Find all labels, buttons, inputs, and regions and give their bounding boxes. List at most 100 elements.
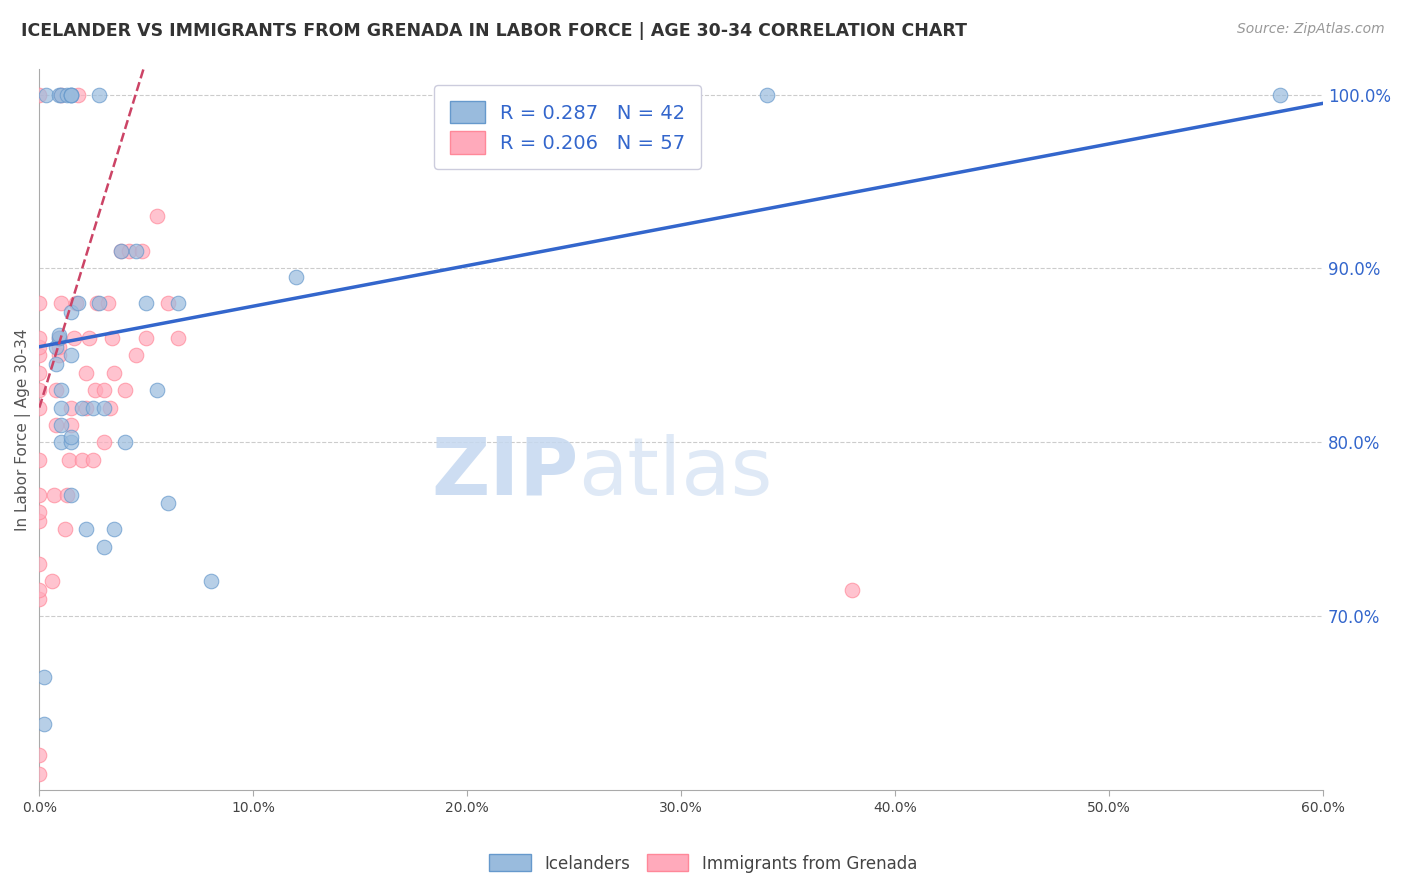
Point — [82, 401, 104, 415]
Text: Source: ZipAtlas.com: Source: ZipAtlas.com — [1237, 22, 1385, 37]
Point — [93, 383, 115, 397]
Point — [28, 557, 51, 571]
Point — [41, 574, 63, 589]
Point — [146, 383, 169, 397]
Point — [86, 296, 108, 310]
Point — [49, 401, 72, 415]
Point — [58, 452, 80, 467]
Point — [28, 591, 51, 606]
Point — [124, 244, 146, 259]
Point — [60, 435, 83, 450]
Y-axis label: In Labor Force | Age 30-34: In Labor Force | Age 30-34 — [15, 328, 31, 531]
Point — [82, 452, 104, 467]
Legend: R = 0.287   N = 42, R = 0.206   N = 57: R = 0.287 N = 42, R = 0.206 N = 57 — [434, 86, 702, 169]
Point — [32, 670, 55, 684]
Point — [156, 296, 179, 310]
Point — [62, 331, 84, 345]
Point — [285, 270, 308, 285]
Point — [49, 383, 72, 397]
Point — [70, 401, 93, 415]
Point — [89, 296, 111, 310]
Point — [28, 366, 51, 380]
Point — [48, 87, 70, 102]
Point — [49, 296, 72, 310]
Point — [28, 748, 51, 763]
Point — [98, 401, 121, 415]
Point — [45, 383, 67, 397]
Point — [103, 522, 125, 536]
Point — [60, 401, 83, 415]
Point — [75, 366, 97, 380]
Point — [93, 540, 115, 554]
Point — [53, 522, 76, 536]
Point — [118, 244, 141, 259]
Point — [48, 327, 70, 342]
Point — [28, 340, 51, 354]
Point — [167, 331, 190, 345]
Point — [49, 417, 72, 432]
Point — [49, 435, 72, 450]
Point — [60, 417, 83, 432]
Point — [75, 522, 97, 536]
Point — [45, 357, 67, 371]
Point — [755, 87, 778, 102]
Point — [28, 452, 51, 467]
Point — [135, 296, 157, 310]
Point — [89, 87, 111, 102]
Point — [28, 767, 51, 781]
Point — [48, 340, 70, 354]
Point — [124, 348, 146, 362]
Point — [156, 496, 179, 510]
Point — [49, 87, 72, 102]
Point — [48, 331, 70, 345]
Point — [114, 435, 136, 450]
Point — [103, 366, 125, 380]
Point — [75, 401, 97, 415]
Point — [48, 348, 70, 362]
Point — [45, 417, 67, 432]
Point — [97, 296, 120, 310]
Point — [84, 383, 107, 397]
Point — [56, 487, 79, 501]
Point — [66, 296, 89, 310]
Point — [841, 583, 863, 598]
Point — [66, 87, 89, 102]
Point — [93, 435, 115, 450]
Point — [60, 348, 83, 362]
Point — [28, 505, 51, 519]
Point — [48, 331, 70, 345]
Point — [28, 583, 51, 598]
Legend: Icelanders, Immigrants from Grenada: Icelanders, Immigrants from Grenada — [482, 847, 924, 880]
Point — [101, 331, 124, 345]
Text: atlas: atlas — [578, 434, 773, 512]
Point — [60, 87, 83, 102]
Point — [110, 244, 132, 259]
Point — [32, 717, 55, 731]
Point — [167, 296, 190, 310]
Point — [44, 487, 66, 501]
Point — [28, 487, 51, 501]
Point — [60, 430, 83, 444]
Point — [49, 87, 72, 102]
Point — [28, 401, 51, 415]
Point — [70, 452, 93, 467]
Point — [60, 305, 83, 319]
Point — [200, 574, 222, 589]
Point — [1270, 87, 1292, 102]
Point — [65, 296, 87, 310]
Point — [146, 210, 169, 224]
Point — [135, 331, 157, 345]
Point — [35, 87, 58, 102]
Point — [28, 331, 51, 345]
Point — [60, 487, 83, 501]
Point — [60, 87, 83, 102]
Point — [131, 244, 153, 259]
Text: ZIP: ZIP — [432, 434, 578, 512]
Point — [60, 87, 83, 102]
Point — [28, 348, 51, 362]
Point — [28, 87, 51, 102]
Point — [28, 383, 51, 397]
Point — [28, 514, 51, 528]
Point — [77, 331, 100, 345]
Text: ICELANDER VS IMMIGRANTS FROM GRENADA IN LABOR FORCE | AGE 30-34 CORRELATION CHAR: ICELANDER VS IMMIGRANTS FROM GRENADA IN … — [21, 22, 967, 40]
